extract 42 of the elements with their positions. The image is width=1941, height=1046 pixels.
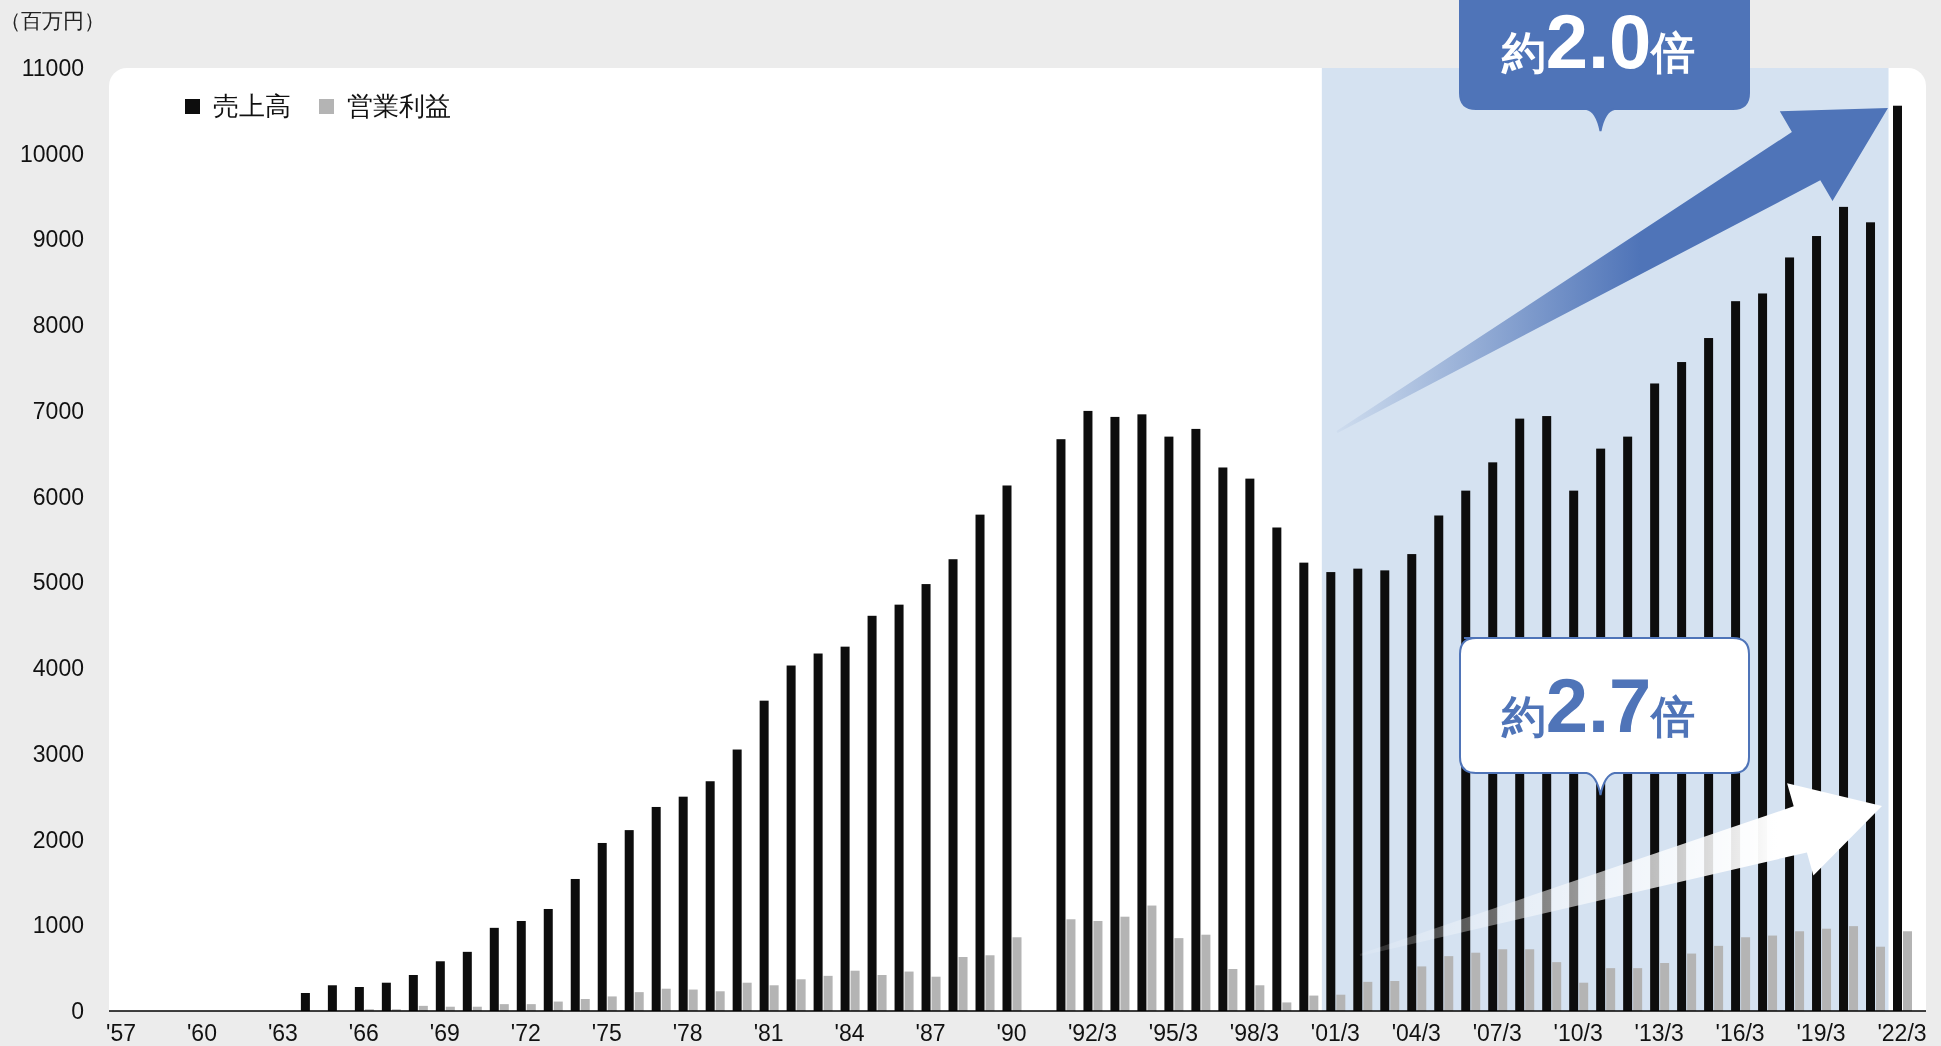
y-tick-label: 6000 [32,483,84,510]
y-tick-label: 10000 [20,140,84,167]
x-tick-label: '75 [591,1020,622,1046]
x-tick-label: '95/3 [1148,1020,1198,1046]
x-tick-label: '10/3 [1553,1020,1603,1046]
x-tick-label: '19/3 [1796,1020,1846,1046]
x-tick-label: '90 [996,1020,1027,1046]
legend-label: 売上高 [213,91,291,121]
x-tick-label: '16/3 [1715,1020,1765,1046]
annotation: 約2.0倍 [1500,0,1696,84]
y-tick-label: 3000 [32,740,84,767]
y-tick-label: 9000 [32,226,84,253]
x-tick-label: '07/3 [1472,1020,1522,1046]
y-tick-label: 11000 [21,55,84,81]
x-tick-label: '13/3 [1634,1020,1684,1046]
y-tick-label: 7000 [32,397,84,424]
x-tick-label: '66 [348,1020,379,1046]
x-tick-label: '72 [510,1020,541,1046]
x-tick-label: '60 [186,1020,217,1046]
x-tick-label: '98/3 [1229,1020,1279,1046]
y-tick-label: 5000 [32,569,84,596]
y-tick-label: 8000 [32,312,84,339]
y-tick-label: 0 [71,998,84,1024]
callout: 約2.7倍 [1459,637,1750,796]
y-axis-title: （百万円） [0,9,105,32]
callout: 約2.0倍 [1459,0,1750,132]
x-tick-label: '01/3 [1310,1020,1360,1046]
x-tick-label: '92/3 [1067,1020,1118,1046]
x-tick-label: '78 [672,1020,703,1046]
y-tick-label: 4000 [32,655,84,682]
x-tick-label: '81 [753,1020,784,1046]
y-tick-label: 2000 [32,826,84,853]
x-tick-label: '63 [267,1020,298,1046]
x-tick-label: '57 [106,1020,136,1046]
x-tick-label: '84 [834,1020,865,1046]
y-tick-label: 1000 [32,912,84,939]
annotation: 約2.7倍 [1500,662,1696,748]
x-tick-label: '69 [429,1020,460,1046]
legend-label: 営業利益 [347,91,451,121]
x-tick-label: '22/3 [1877,1020,1927,1046]
x-tick-label: '87 [915,1020,946,1046]
x-tick-label: '04/3 [1391,1020,1441,1046]
